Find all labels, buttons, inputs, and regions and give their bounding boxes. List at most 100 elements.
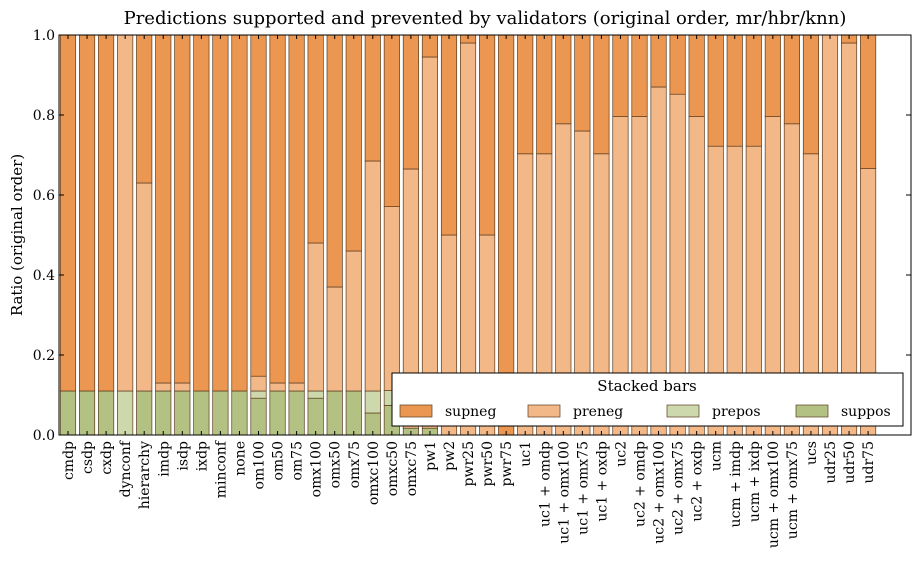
bar-supneg-35	[726, 34, 743, 147]
bar-preneg-10	[250, 375, 267, 392]
bar-supneg-18	[402, 34, 419, 170]
legend-swatch-preneg	[527, 404, 561, 418]
bar-supneg-8	[212, 34, 229, 392]
bar-supneg-39	[802, 34, 819, 155]
bar-suppos-15	[345, 390, 362, 436]
bar-supneg-24	[517, 34, 534, 155]
bar-supneg-9	[231, 34, 248, 392]
bar-supneg-34	[707, 34, 724, 147]
bar-supneg-29	[612, 34, 629, 117]
bar-prepos-10	[250, 390, 267, 399]
legend-swatch-prepos	[666, 404, 700, 418]
x-tick-label-34: ucm	[709, 441, 725, 471]
x-tick-label-36: ucm + ixdp	[747, 441, 763, 522]
bar-preneg-16	[364, 160, 381, 392]
bar-suppos-11	[269, 390, 286, 436]
bar-supneg-14	[326, 34, 343, 288]
x-tick-label-8: minconf	[213, 439, 229, 498]
y-tick-label-2: 0.4	[33, 268, 55, 284]
x-tick-label-27: uc1 + omx75	[575, 441, 591, 535]
bar-supneg-7	[193, 34, 210, 392]
x-tick-label-3: dynconf	[118, 439, 134, 497]
x-tick-label-29: uc2	[613, 441, 629, 467]
x-tick-label-40: udr25	[823, 441, 839, 484]
x-tick-label-1: csdp	[80, 441, 96, 474]
bar-supneg-10	[250, 34, 267, 377]
x-tick-label-24: uc1	[518, 441, 534, 467]
bar-prepos-16	[364, 390, 381, 414]
bar-suppos-7	[193, 390, 210, 436]
bar-supneg-22	[479, 34, 496, 236]
bar-supneg-42	[860, 34, 877, 169]
plot-frame	[58, 34, 912, 436]
bar-supneg-28	[593, 34, 610, 155]
bar-supneg-33	[688, 34, 705, 117]
y-tick-label-3: 0.6	[33, 188, 55, 204]
bar-suppos-14	[326, 390, 343, 436]
bar-supneg-1	[78, 34, 96, 392]
bar-suppos-10	[250, 397, 267, 436]
legend: Stacked bars supneg preneg prepos suppos	[391, 372, 904, 427]
x-tick-label-35: ucm + imdp	[728, 441, 744, 527]
bar-supneg-13	[307, 34, 324, 244]
x-tick-label-16: omxc100	[366, 441, 382, 505]
bar-supneg-37	[764, 34, 781, 117]
x-tick-label-37: ucm + omx100	[766, 441, 782, 548]
bar-suppos-0	[59, 390, 77, 436]
x-tick-label-11: om50	[271, 441, 287, 481]
x-tick-label-30: uc2 + omdp	[633, 441, 649, 527]
legend-label-suppos: suppos	[841, 404, 891, 420]
bars-group	[59, 34, 877, 436]
bar-preneg-15	[345, 250, 362, 392]
x-tick-label-31: uc2 + omx100	[652, 441, 668, 544]
y-ticks-group: 0.0 0.2 0.4 0.6 0.8 1.0	[33, 28, 911, 444]
x-tick-label-20: pw2	[442, 441, 458, 471]
x-tick-label-5: imdp	[156, 441, 172, 477]
bar-prepos-13	[307, 390, 324, 399]
bar-suppos-12	[288, 390, 305, 436]
legend-items: supneg preneg prepos suppos	[399, 404, 891, 420]
x-tick-label-13: omx100	[309, 441, 325, 497]
x-tick-label-39: ucs	[804, 441, 820, 465]
x-ticks-group: cmdp csdp cxdp dynconf hierarchy imdp isdp ixdp…	[61, 35, 877, 548]
y-tick-label-0: 0.0	[33, 428, 55, 444]
bar-preneg-3	[117, 34, 134, 392]
bar-supneg-31	[650, 34, 667, 88]
bar-preneg-4	[136, 182, 153, 392]
bar-supneg-36	[745, 34, 762, 147]
x-tick-label-12: om75	[290, 441, 306, 481]
x-tick-label-23: pwr75	[499, 441, 515, 486]
bar-suppos-4	[136, 390, 153, 436]
bar-supneg-16	[364, 34, 381, 162]
x-tick-label-21: pwr25	[461, 441, 477, 486]
bar-prepos-3	[117, 390, 134, 436]
bar-supneg-0	[59, 34, 77, 392]
bar-preneg-5	[155, 382, 172, 392]
x-tick-label-10: om100	[252, 441, 268, 489]
bar-suppos-8	[212, 390, 229, 436]
bar-supneg-32	[669, 34, 686, 95]
bar-supneg-6	[174, 34, 191, 384]
bar-preneg-14	[326, 286, 343, 392]
x-tick-label-32: uc2 + omx75	[671, 441, 687, 535]
bar-suppos-6	[174, 390, 191, 436]
x-tick-label-42: udr75	[861, 441, 877, 484]
bar-suppos-1	[78, 390, 96, 436]
x-tick-label-25: uc1 + omdp	[537, 441, 553, 527]
bar-supneg-12	[288, 34, 305, 384]
legend-label-preneg: preneg	[573, 404, 623, 420]
bar-supneg-27	[574, 34, 591, 132]
x-tick-label-7: ixdp	[194, 441, 210, 471]
x-tick-label-15: omx75	[347, 441, 363, 488]
bar-preneg-11	[269, 382, 286, 392]
y-tick-label-4: 0.8	[33, 108, 55, 124]
bar-preneg-6	[174, 382, 191, 392]
bar-supneg-26	[555, 34, 572, 125]
x-tick-label-26: uc1 + omx100	[556, 441, 572, 544]
bar-supneg-20	[440, 34, 458, 236]
legend-title: Stacked bars	[597, 377, 696, 395]
x-tick-label-19: pw1	[423, 441, 439, 471]
x-tick-label-33: uc2 + oxdp	[690, 441, 706, 522]
y-tick-label-5: 1.0	[33, 28, 55, 44]
